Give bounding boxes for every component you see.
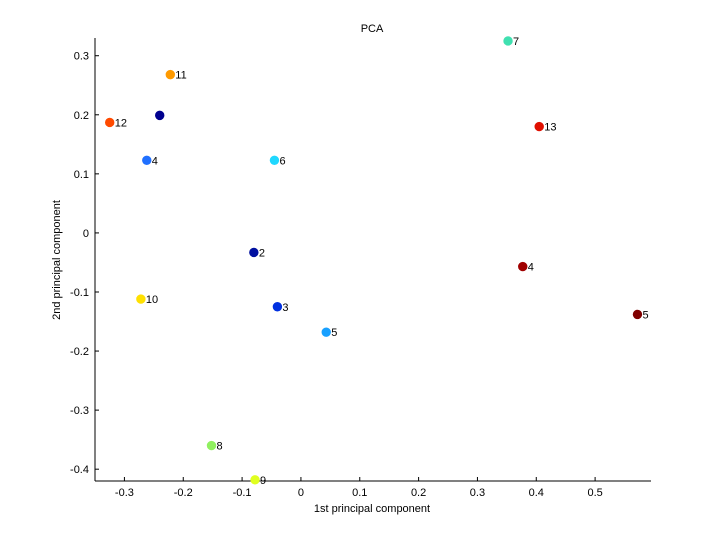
- y-axis-label: 2nd principal component: [51, 200, 63, 320]
- scatter-point: [632, 309, 643, 320]
- point-label: 13: [544, 122, 556, 134]
- x-tick-label: 0.2: [411, 487, 426, 499]
- point-label: 8: [216, 441, 222, 453]
- x-axis-label: 1st principal component: [314, 503, 430, 515]
- scatter-point: [503, 36, 513, 46]
- axes: [94, 38, 651, 482]
- scatter-point: [136, 294, 146, 304]
- scatter-point: [249, 247, 259, 258]
- chart-title: PCA: [361, 23, 384, 35]
- point-label: 10: [146, 294, 158, 306]
- point-label: 12: [115, 117, 127, 129]
- x-tick-label: 0.5: [587, 487, 602, 499]
- y-tick-label: -0.2: [70, 346, 89, 358]
- x-tick-label: 0: [298, 487, 304, 499]
- y-tick-label: -0.4: [70, 464, 89, 476]
- point-label: 5: [331, 327, 337, 339]
- point-label: 3: [282, 302, 288, 314]
- x-tick-label: 0.1: [352, 487, 367, 499]
- scatter-point: [272, 302, 283, 312]
- scatter-point: [165, 69, 176, 80]
- point-label: 4: [528, 262, 534, 274]
- point-label: 11: [175, 70, 186, 82]
- point-label: 7: [513, 36, 519, 48]
- point-label: 4: [152, 155, 158, 167]
- y-tick-label: -0.1: [70, 287, 89, 299]
- y-tick-label: 0.3: [74, 51, 89, 63]
- y-tick-label: 0.1: [74, 169, 89, 181]
- y-tick-label: -0.3: [70, 405, 89, 417]
- x-tick-label: -0.2: [174, 487, 193, 499]
- scatter-point: [105, 117, 115, 128]
- y-tick-label: 0.2: [74, 110, 89, 122]
- y-tick-label: 0: [83, 228, 89, 240]
- scatter-point: [142, 155, 152, 165]
- x-tick-label: 0.4: [529, 487, 544, 499]
- scatter-point: [321, 327, 331, 337]
- y-ticks: -0.4 -0.3 -0.2 -0.1 0 0.1 0.2 0.3: [70, 51, 99, 476]
- x-tick-label: 0.3: [470, 487, 485, 499]
- point-label: 6: [279, 155, 285, 167]
- x-tick-label: -0.1: [233, 487, 252, 499]
- data-points: 7 11 12 13 4 6 2 4 10 3 5 5 8 9: [105, 36, 649, 487]
- scatter-point: [269, 155, 280, 165]
- scatter-point: [155, 110, 165, 121]
- scatter-point: [250, 475, 260, 485]
- x-ticks: -0.3 -0.2 -0.1 0 0.1 0.2 0.3 0.4 0.5: [115, 477, 603, 499]
- scatter-point: [518, 261, 528, 272]
- x-tick-label: -0.3: [115, 487, 134, 499]
- scatter-point: [206, 440, 217, 451]
- point-label: 9: [260, 475, 266, 487]
- point-label: 5: [642, 309, 648, 321]
- scatter-point: [534, 121, 544, 132]
- point-label: 2: [259, 247, 265, 259]
